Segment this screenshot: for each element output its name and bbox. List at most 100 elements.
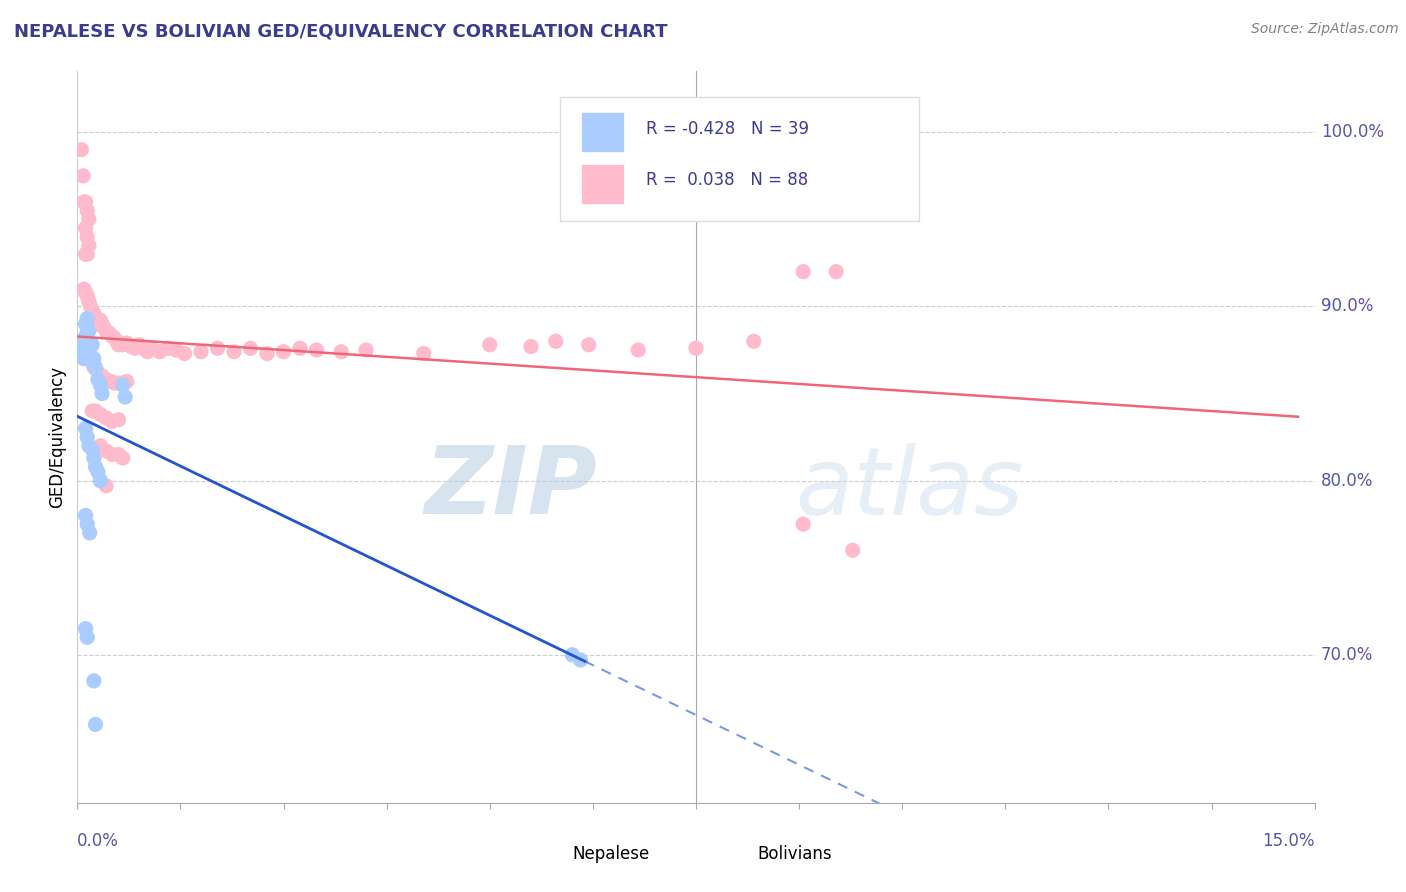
- Point: [190, 344, 212, 359]
- Point: [256, 346, 278, 360]
- Point: [76, 331, 98, 345]
- Point: [91, 386, 114, 401]
- Point: [478, 338, 501, 352]
- Point: [73, 194, 96, 209]
- Point: [114, 390, 136, 404]
- Point: [77, 439, 100, 453]
- Point: [75, 421, 97, 435]
- Point: [76, 517, 98, 532]
- Text: NEPALESE VS BOLIVIAN GED/EQUIVALENCY CORRELATION CHART: NEPALESE VS BOLIVIAN GED/EQUIVALENCY COR…: [14, 22, 668, 40]
- Point: [70, 334, 93, 349]
- Point: [79, 525, 101, 540]
- Point: [87, 373, 110, 387]
- Point: [89, 439, 111, 453]
- Point: [115, 336, 138, 351]
- Point: [520, 339, 543, 353]
- FancyBboxPatch shape: [523, 844, 557, 867]
- Text: 90.0%: 90.0%: [1320, 297, 1374, 316]
- Point: [77, 212, 100, 227]
- Y-axis label: GED/Equivalency: GED/Equivalency: [48, 366, 66, 508]
- Point: [91, 369, 114, 384]
- Point: [83, 306, 105, 320]
- Text: 0.0%: 0.0%: [77, 832, 120, 850]
- Text: Source: ZipAtlas.com: Source: ZipAtlas.com: [1251, 22, 1399, 37]
- Point: [569, 653, 592, 667]
- Text: Nepalese: Nepalese: [572, 845, 650, 863]
- Point: [222, 344, 245, 359]
- Point: [120, 339, 142, 353]
- Point: [107, 376, 129, 390]
- Point: [83, 360, 105, 375]
- Point: [87, 317, 110, 331]
- Point: [87, 366, 110, 380]
- Point: [157, 341, 180, 355]
- Point: [76, 631, 98, 645]
- Point: [792, 517, 814, 532]
- Point: [103, 331, 125, 345]
- Point: [84, 360, 107, 375]
- Point: [77, 334, 100, 349]
- Point: [76, 430, 98, 444]
- Point: [87, 465, 110, 479]
- Text: ZIP: ZIP: [425, 442, 598, 534]
- Text: 70.0%: 70.0%: [1320, 646, 1374, 664]
- Point: [75, 508, 97, 523]
- Point: [76, 229, 98, 244]
- Point: [330, 344, 353, 359]
- Point: [107, 448, 129, 462]
- Point: [89, 474, 111, 488]
- Point: [239, 341, 262, 355]
- Point: [75, 338, 97, 352]
- Point: [128, 338, 150, 352]
- Point: [72, 343, 94, 357]
- Point: [273, 344, 295, 359]
- Point: [96, 444, 118, 458]
- Point: [111, 377, 134, 392]
- Text: 80.0%: 80.0%: [1320, 472, 1374, 490]
- Point: [84, 311, 107, 326]
- Point: [136, 344, 159, 359]
- Point: [75, 247, 97, 261]
- Point: [76, 203, 98, 218]
- Point: [107, 412, 129, 426]
- Text: 15.0%: 15.0%: [1263, 832, 1315, 850]
- Point: [111, 338, 134, 352]
- Point: [84, 459, 107, 474]
- Point: [93, 320, 115, 334]
- Point: [76, 289, 98, 303]
- Point: [79, 300, 101, 314]
- Point: [97, 326, 120, 340]
- Point: [105, 334, 128, 349]
- Point: [96, 324, 118, 338]
- Point: [82, 302, 104, 317]
- FancyBboxPatch shape: [560, 97, 918, 221]
- Point: [70, 143, 93, 157]
- Point: [76, 311, 98, 326]
- Point: [103, 376, 125, 390]
- Point: [91, 317, 114, 331]
- Point: [544, 334, 567, 349]
- Point: [354, 343, 377, 357]
- Point: [98, 375, 121, 389]
- Point: [841, 543, 863, 558]
- Point: [77, 324, 100, 338]
- Point: [75, 285, 97, 300]
- Point: [627, 343, 650, 357]
- Point: [101, 414, 124, 428]
- Text: 100.0%: 100.0%: [1320, 123, 1384, 141]
- Point: [79, 341, 101, 355]
- Point: [96, 373, 118, 387]
- Point: [75, 622, 97, 636]
- Point: [84, 717, 107, 731]
- Point: [89, 313, 111, 327]
- Point: [101, 448, 124, 462]
- Point: [141, 341, 163, 355]
- Point: [561, 648, 583, 662]
- Point: [101, 329, 124, 343]
- Point: [685, 341, 707, 355]
- Point: [111, 377, 134, 392]
- Point: [73, 282, 96, 296]
- Point: [111, 450, 134, 465]
- Point: [305, 343, 328, 357]
- Text: R = -0.428   N = 39: R = -0.428 N = 39: [647, 120, 810, 137]
